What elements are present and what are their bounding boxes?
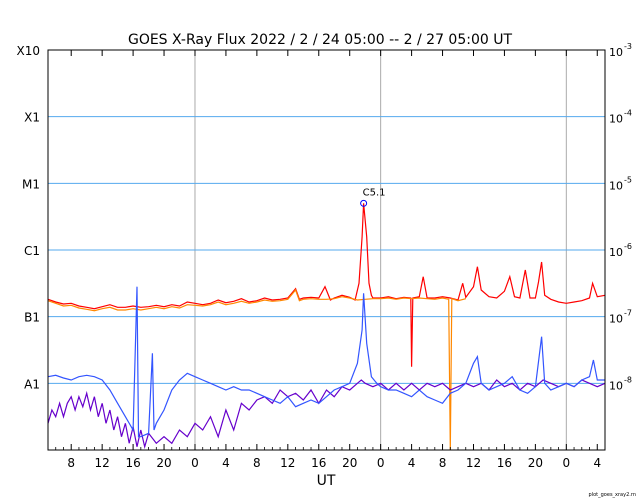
y-right-exponent: -6 (624, 242, 632, 251)
y-right-exponent: -7 (624, 309, 632, 318)
y-right-label: 10 (609, 246, 623, 259)
y-left-label: A1 (24, 377, 40, 391)
flare-peak-label: C5.1 (363, 187, 386, 198)
y-right-label: 10 (609, 113, 623, 126)
x-tick-label: 0 (191, 456, 199, 470)
chart-title: GOES X-Ray Flux 2022 / 2 / 24 05:00 -- 2… (128, 32, 512, 48)
flux-class-gridlines (48, 116, 605, 384)
footer-note: plot_goes_xray2.rn (589, 492, 636, 498)
x-tick-label: 8 (253, 456, 261, 470)
x-tick-label: 16 (311, 456, 326, 470)
x-tick-label: 20 (528, 456, 543, 470)
y-right-exponent: -5 (624, 175, 632, 184)
x-tick-label: 16 (497, 456, 512, 470)
x-tick-label: 0 (562, 456, 570, 470)
series-line-short-blue (47, 286, 605, 438)
x-tick-label: 4 (593, 456, 601, 470)
y-left-label: B1 (24, 311, 40, 325)
x-tick-label: 20 (342, 456, 357, 470)
y-right-label: 10 (609, 313, 623, 326)
y-right-exponent: -3 (624, 42, 632, 51)
flare-peak-marker (360, 199, 368, 207)
x-tick-label: 8 (439, 456, 447, 470)
x-axis-ticks: 8 12 16 20 0 4 8 12 16 20 0 4 8 12 16 20 0 4 (55, 50, 601, 470)
x-tick-label: 4 (408, 456, 416, 470)
y-left-label: C1 (24, 244, 40, 258)
y-right-label: 10 (609, 379, 623, 392)
series-line-long-red (47, 203, 606, 367)
y-right-label: 10 (609, 46, 623, 59)
series-layer (47, 203, 606, 451)
x-tick-label: 20 (156, 456, 171, 470)
y-right-exponent: -8 (624, 375, 632, 384)
y-axis-flux-labels: 10-310-410-510-610-710-8 (609, 42, 632, 392)
x-tick-label: 0 (377, 456, 385, 470)
y-left-label: M1 (22, 177, 40, 191)
y-axis-class-labels: X10 X1 M1 C1 B1 A1 (17, 44, 41, 391)
series-line-long-orange (47, 288, 466, 451)
x-tick-label: 4 (222, 456, 230, 470)
x-tick-label: 12 (95, 456, 110, 470)
x-axis-label: UT (317, 473, 336, 489)
x-tick-label: 16 (125, 456, 140, 470)
flare-annotation: C5.1 (360, 187, 386, 207)
x-tick-label: 8 (67, 456, 75, 470)
y-right-label: 10 (609, 179, 623, 192)
y-left-label: X1 (24, 111, 40, 125)
x-tick-label: 12 (280, 456, 295, 470)
series-line-short-purple (47, 379, 606, 450)
x-tick-label: 12 (466, 456, 481, 470)
y-left-label: X10 (17, 44, 41, 58)
y-right-exponent: -4 (624, 109, 632, 118)
